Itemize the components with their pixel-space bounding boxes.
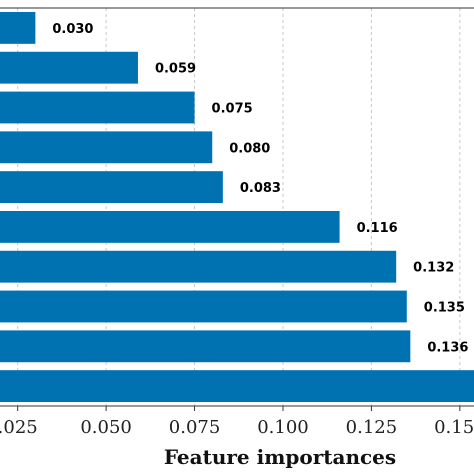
bar-value-label: 0.030	[52, 22, 93, 37]
bar-value-label: 0.136	[427, 340, 468, 355]
bar-value-label: 0.132	[413, 261, 454, 276]
bar	[0, 51, 138, 84]
bar	[0, 131, 213, 164]
bar-value-label: 0.135	[424, 301, 465, 316]
bar	[0, 330, 411, 363]
x-tick-label: 0.075	[169, 417, 221, 438]
bar-value-label: 0.059	[155, 62, 196, 77]
bar	[0, 370, 474, 403]
bar	[0, 91, 195, 124]
bar-value-label: 0.083	[240, 181, 281, 196]
x-tick-label: 0.125	[346, 417, 398, 438]
bar	[0, 210, 340, 243]
bars	[0, 11, 474, 403]
bar	[0, 11, 36, 44]
bar-value-label: 0.116	[357, 221, 398, 236]
x-tick-label: 0.150	[434, 417, 474, 438]
x-tick-label: 0.050	[80, 417, 132, 438]
bar-value-label: 0.075	[212, 102, 253, 117]
x-tick-label: .025	[0, 417, 38, 438]
bar	[0, 290, 407, 323]
bar	[0, 171, 223, 204]
value-labels: 0.030 0.059 0.075 0.080 0.083 0.116 0.132 0.135…	[52, 22, 468, 355]
bar	[0, 250, 397, 283]
x-tick-label: 0.100	[257, 417, 309, 438]
x-axis-label: Feature importances	[164, 445, 396, 469]
bar-value-label: 0.080	[229, 141, 270, 156]
x-axis: .025 0.050 0.075 0.100 0.125 0.150	[0, 7, 474, 438]
